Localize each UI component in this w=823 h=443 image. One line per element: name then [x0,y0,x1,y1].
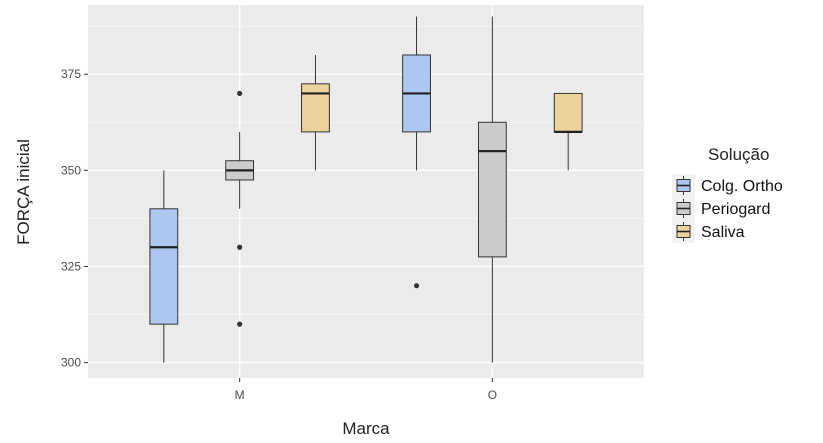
box-iqr [149,208,179,325]
box-iqr [477,121,507,258]
box-O-saliva [553,92,583,171]
legend-label: Saliva [701,224,745,241]
legend-label: Periogard [701,201,770,218]
y-tick-label: 350 [61,163,81,177]
box-O-periogard [477,16,507,363]
box-O-colg-ortho [402,16,431,171]
legend-item-periogard: Periogard [672,197,770,220]
y-tick-label: 375 [61,67,81,81]
legend-title: Solução [708,145,769,164]
plot-panel [88,5,644,378]
outlier-point [413,283,420,289]
legend-item-colg-ortho: Colg. Ortho [672,174,783,197]
grid-minor [88,25,644,315]
legend: Solução Colg. Ortho Periogard Saliva [672,145,783,243]
legend-item-saliva: Saliva [672,220,745,243]
x-tick-label: O [488,388,497,402]
y-axis-title: FORÇA inicial [14,139,33,245]
box-M-colg-ortho [149,170,179,363]
boxes [149,16,583,363]
outlier-point [237,321,243,327]
y-tick-label: 300 [61,356,81,370]
x-axis-title: Marca [342,419,390,438]
y-axis: 300 325 350 375 [61,67,88,370]
box-M-periogard [225,90,255,327]
x-tick-label: M [235,388,245,402]
y-tick-label: 325 [61,259,81,273]
box-iqr [553,92,583,133]
box-M-saliva [301,54,330,171]
legend-label: Colg. Ortho [701,178,783,195]
outlier-point [237,244,243,250]
box-iqr [301,83,330,133]
outlier-point [237,90,243,97]
